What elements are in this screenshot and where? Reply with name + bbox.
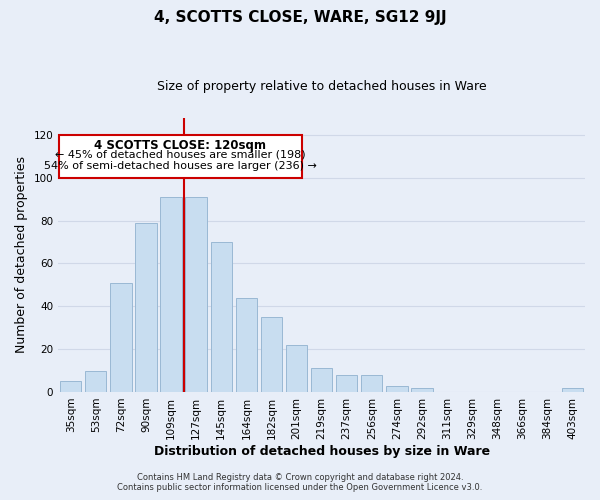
Bar [261,317,282,392]
Text: 4 SCOTTS CLOSE: 120sqm: 4 SCOTTS CLOSE: 120sqm [94,139,266,152]
Title: Size of property relative to detached houses in Ware: Size of property relative to detached ho… [157,80,487,93]
Bar [211,242,232,392]
Bar [562,388,583,392]
Bar [286,345,307,392]
Bar [311,368,332,392]
Text: 4, SCOTTS CLOSE, WARE, SG12 9JJ: 4, SCOTTS CLOSE, WARE, SG12 9JJ [154,10,446,25]
Bar [110,282,131,392]
Bar [411,388,433,392]
FancyBboxPatch shape [59,135,302,178]
Y-axis label: Number of detached properties: Number of detached properties [15,156,28,354]
Text: 54% of semi-detached houses are larger (236) →: 54% of semi-detached houses are larger (… [44,160,317,170]
Bar [60,381,82,392]
Bar [160,197,182,392]
Bar [386,386,407,392]
Bar [185,197,207,392]
Text: ← 45% of detached houses are smaller (198): ← 45% of detached houses are smaller (19… [55,150,306,160]
X-axis label: Distribution of detached houses by size in Ware: Distribution of detached houses by size … [154,444,490,458]
Bar [85,370,106,392]
Bar [336,375,358,392]
Bar [136,222,157,392]
Text: Contains HM Land Registry data © Crown copyright and database right 2024.
Contai: Contains HM Land Registry data © Crown c… [118,473,482,492]
Bar [361,375,382,392]
Bar [236,298,257,392]
